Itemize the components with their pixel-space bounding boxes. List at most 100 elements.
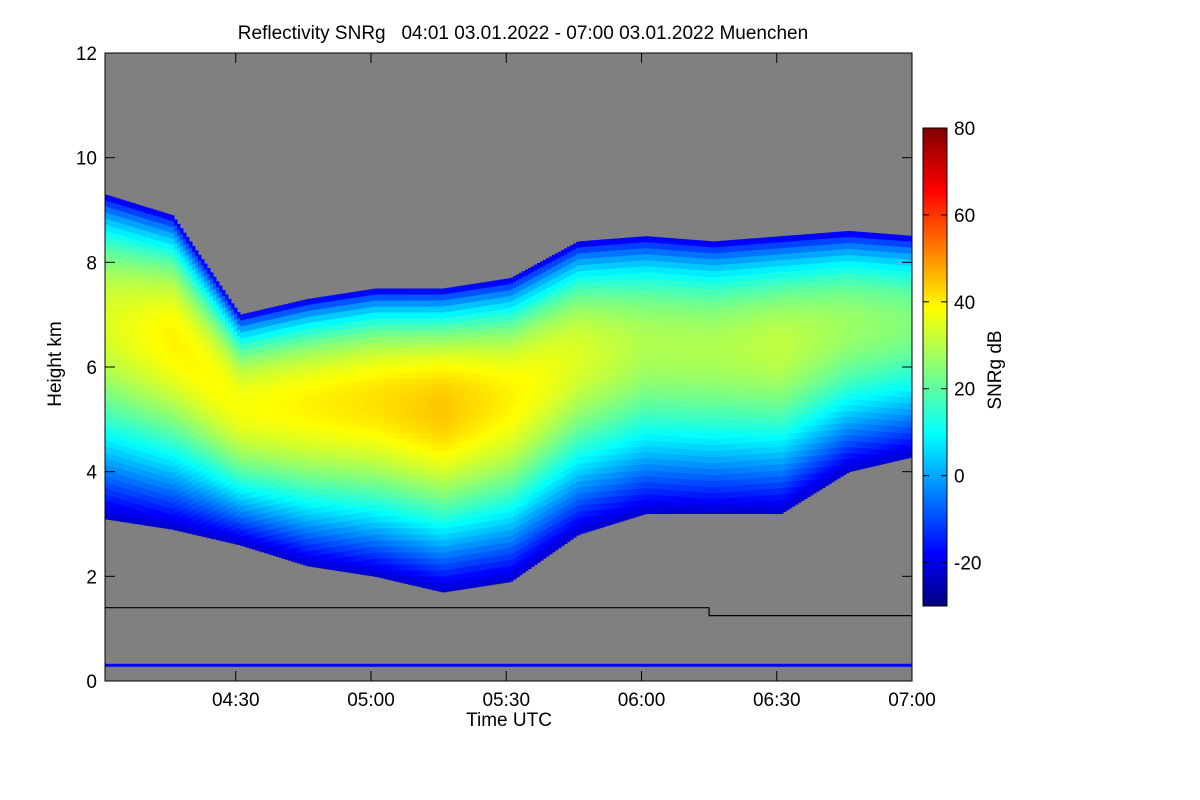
heatmap-cell xyxy=(354,339,358,347)
heatmap-cell xyxy=(156,360,160,368)
heatmap-cell xyxy=(117,288,121,295)
heatmap-cell xyxy=(330,391,334,398)
heatmap-cell xyxy=(111,232,115,240)
heatmap-cell xyxy=(264,440,268,448)
heatmap-cell xyxy=(150,292,154,300)
heatmap-cell xyxy=(243,511,247,519)
heatmap-cell xyxy=(264,506,268,514)
heatmap-cell xyxy=(123,356,127,363)
heatmap-cell xyxy=(408,582,412,585)
heatmap-cell xyxy=(306,491,310,498)
heatmap-cell xyxy=(267,494,271,501)
heatmap-cell xyxy=(126,357,130,364)
heatmap-cell xyxy=(132,401,136,408)
heatmap-cell xyxy=(258,520,262,527)
heatmap-cell xyxy=(384,552,388,559)
heatmap-cell xyxy=(357,339,361,346)
heatmap-cell xyxy=(168,292,172,299)
heatmap-cell xyxy=(312,358,316,365)
heatmap-cell xyxy=(405,366,409,373)
heatmap-cell xyxy=(162,470,166,477)
heatmap-cell xyxy=(285,459,289,467)
heatmap-cell xyxy=(336,330,340,337)
heatmap-cell xyxy=(117,306,121,313)
heatmap-cell xyxy=(393,330,397,337)
heatmap-cell xyxy=(156,300,160,308)
heatmap-cell xyxy=(105,272,109,280)
heatmap-cell xyxy=(132,467,136,474)
heatmap-cell xyxy=(351,364,355,371)
heatmap-cell xyxy=(219,501,223,509)
heatmap-cell xyxy=(135,450,139,457)
heatmap-cell xyxy=(156,474,160,482)
heatmap-cell xyxy=(360,488,364,496)
heatmap-cell xyxy=(126,423,130,430)
heatmap-cell xyxy=(189,307,193,315)
heatmap-cell xyxy=(372,324,376,332)
heatmap-cell xyxy=(294,331,298,339)
heatmap-cell xyxy=(267,410,271,417)
heatmap-cell xyxy=(282,346,286,354)
heatmap-cell xyxy=(354,459,358,467)
heatmap-cell xyxy=(231,417,235,424)
heatmap-cell xyxy=(273,438,277,446)
heatmap-cell xyxy=(246,510,250,518)
heatmap-cell xyxy=(165,441,169,448)
heatmap-cell xyxy=(117,348,121,355)
heatmap-cell xyxy=(144,440,148,448)
heatmap-cell xyxy=(129,328,133,335)
heatmap-cell xyxy=(321,512,325,520)
heatmap-cell xyxy=(108,423,112,431)
heatmap-cell xyxy=(324,470,328,477)
heatmap-cell xyxy=(132,491,136,498)
heatmap-cell xyxy=(252,539,256,547)
heatmap-cell xyxy=(147,339,151,347)
heatmap-cell xyxy=(324,512,328,519)
heatmap-cell xyxy=(195,394,199,401)
heatmap-cell xyxy=(384,450,388,457)
heatmap-cell xyxy=(120,397,124,404)
heatmap-cell xyxy=(246,462,250,470)
heatmap-cell xyxy=(315,381,319,389)
heatmap-cell xyxy=(210,428,214,435)
heatmap-cell xyxy=(390,420,394,427)
heatmap-cell xyxy=(318,363,322,370)
heatmap-cell xyxy=(156,252,160,260)
heatmap-cell xyxy=(348,496,352,504)
heatmap-cell xyxy=(414,318,418,325)
heatmap-cell xyxy=(330,547,334,554)
heatmap-cell xyxy=(402,288,406,295)
heatmap-cell xyxy=(306,437,310,444)
heatmap-cell xyxy=(291,506,295,514)
heatmap-cell xyxy=(222,536,226,542)
heatmap-cell xyxy=(372,342,376,350)
heatmap-cell xyxy=(183,340,187,348)
heatmap-cell xyxy=(216,461,220,468)
heatmap-cell xyxy=(387,324,391,331)
heatmap-cell xyxy=(249,474,253,481)
heatmap-cell xyxy=(408,348,412,355)
heatmap-cell xyxy=(408,390,412,397)
heatmap-cell xyxy=(357,531,361,538)
heatmap-cell xyxy=(360,368,364,376)
heatmap-cell xyxy=(165,267,169,274)
heatmap-cell xyxy=(126,363,130,370)
heatmap-cell xyxy=(258,394,262,401)
heatmap-cell xyxy=(237,420,241,427)
heatmap-cell xyxy=(228,520,232,528)
heatmap-cell xyxy=(183,436,187,444)
heatmap-cell xyxy=(273,534,277,542)
heatmap-cell xyxy=(291,452,295,460)
heatmap-cell xyxy=(381,516,385,523)
heatmap-cell xyxy=(231,387,235,394)
heatmap-cell xyxy=(186,519,190,526)
heatmap-cell xyxy=(138,372,142,380)
heatmap-cell xyxy=(180,306,184,313)
heatmap-cell xyxy=(333,468,337,476)
heatmap-cell xyxy=(213,318,217,326)
heatmap-cell xyxy=(204,365,208,373)
heatmap-cell xyxy=(309,478,313,486)
heatmap-cell xyxy=(189,493,193,501)
heatmap-cell xyxy=(105,218,109,226)
heatmap-cell xyxy=(408,432,412,439)
